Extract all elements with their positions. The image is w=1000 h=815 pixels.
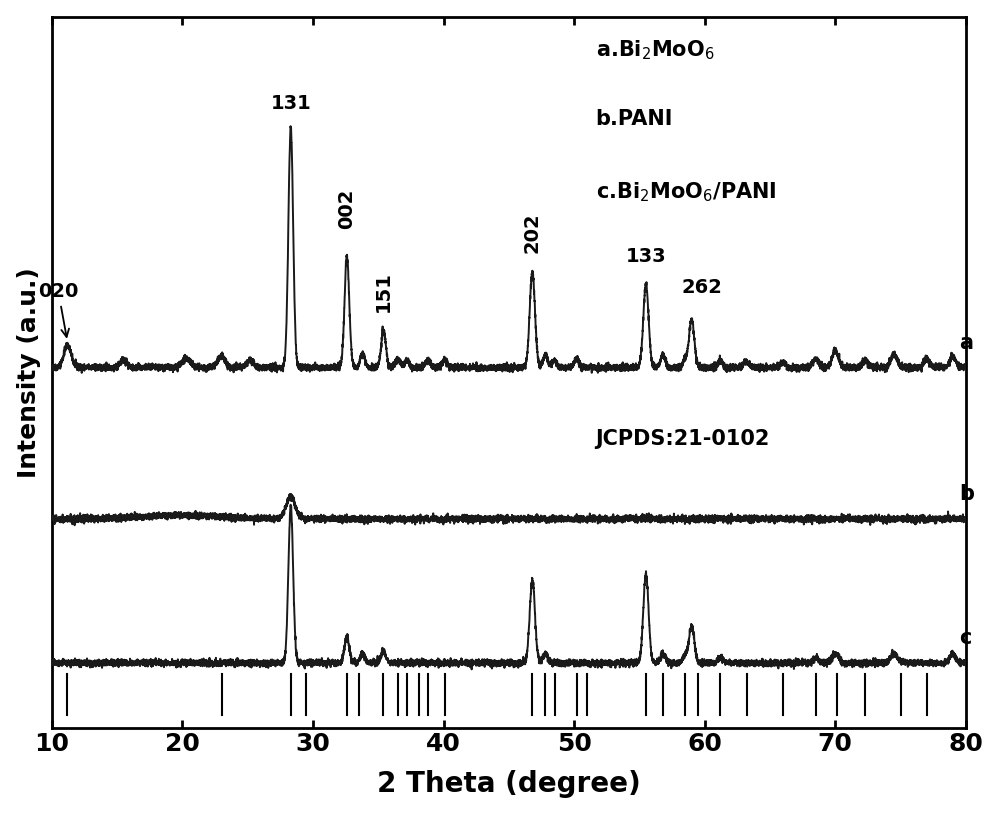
Text: b.PANI: b.PANI	[596, 109, 673, 129]
Text: 002: 002	[337, 188, 356, 229]
Text: JCPDS:21-0102: JCPDS:21-0102	[596, 429, 770, 449]
Text: 131: 131	[270, 94, 311, 112]
Text: c: c	[959, 628, 972, 648]
Text: 151: 151	[374, 271, 393, 312]
Y-axis label: Intensity (a.u.): Intensity (a.u.)	[17, 267, 41, 478]
X-axis label: 2 Theta (degree): 2 Theta (degree)	[377, 770, 641, 799]
Text: a: a	[959, 333, 973, 353]
Text: b: b	[959, 484, 974, 504]
Text: 262: 262	[682, 279, 723, 297]
Text: 202: 202	[523, 213, 542, 253]
Text: 020: 020	[38, 282, 78, 337]
Text: 133: 133	[626, 247, 666, 266]
Text: a.Bi$_2$MoO$_6$: a.Bi$_2$MoO$_6$	[596, 38, 714, 62]
Text: c.Bi$_2$MoO$_6$/PANI: c.Bi$_2$MoO$_6$/PANI	[596, 180, 776, 204]
